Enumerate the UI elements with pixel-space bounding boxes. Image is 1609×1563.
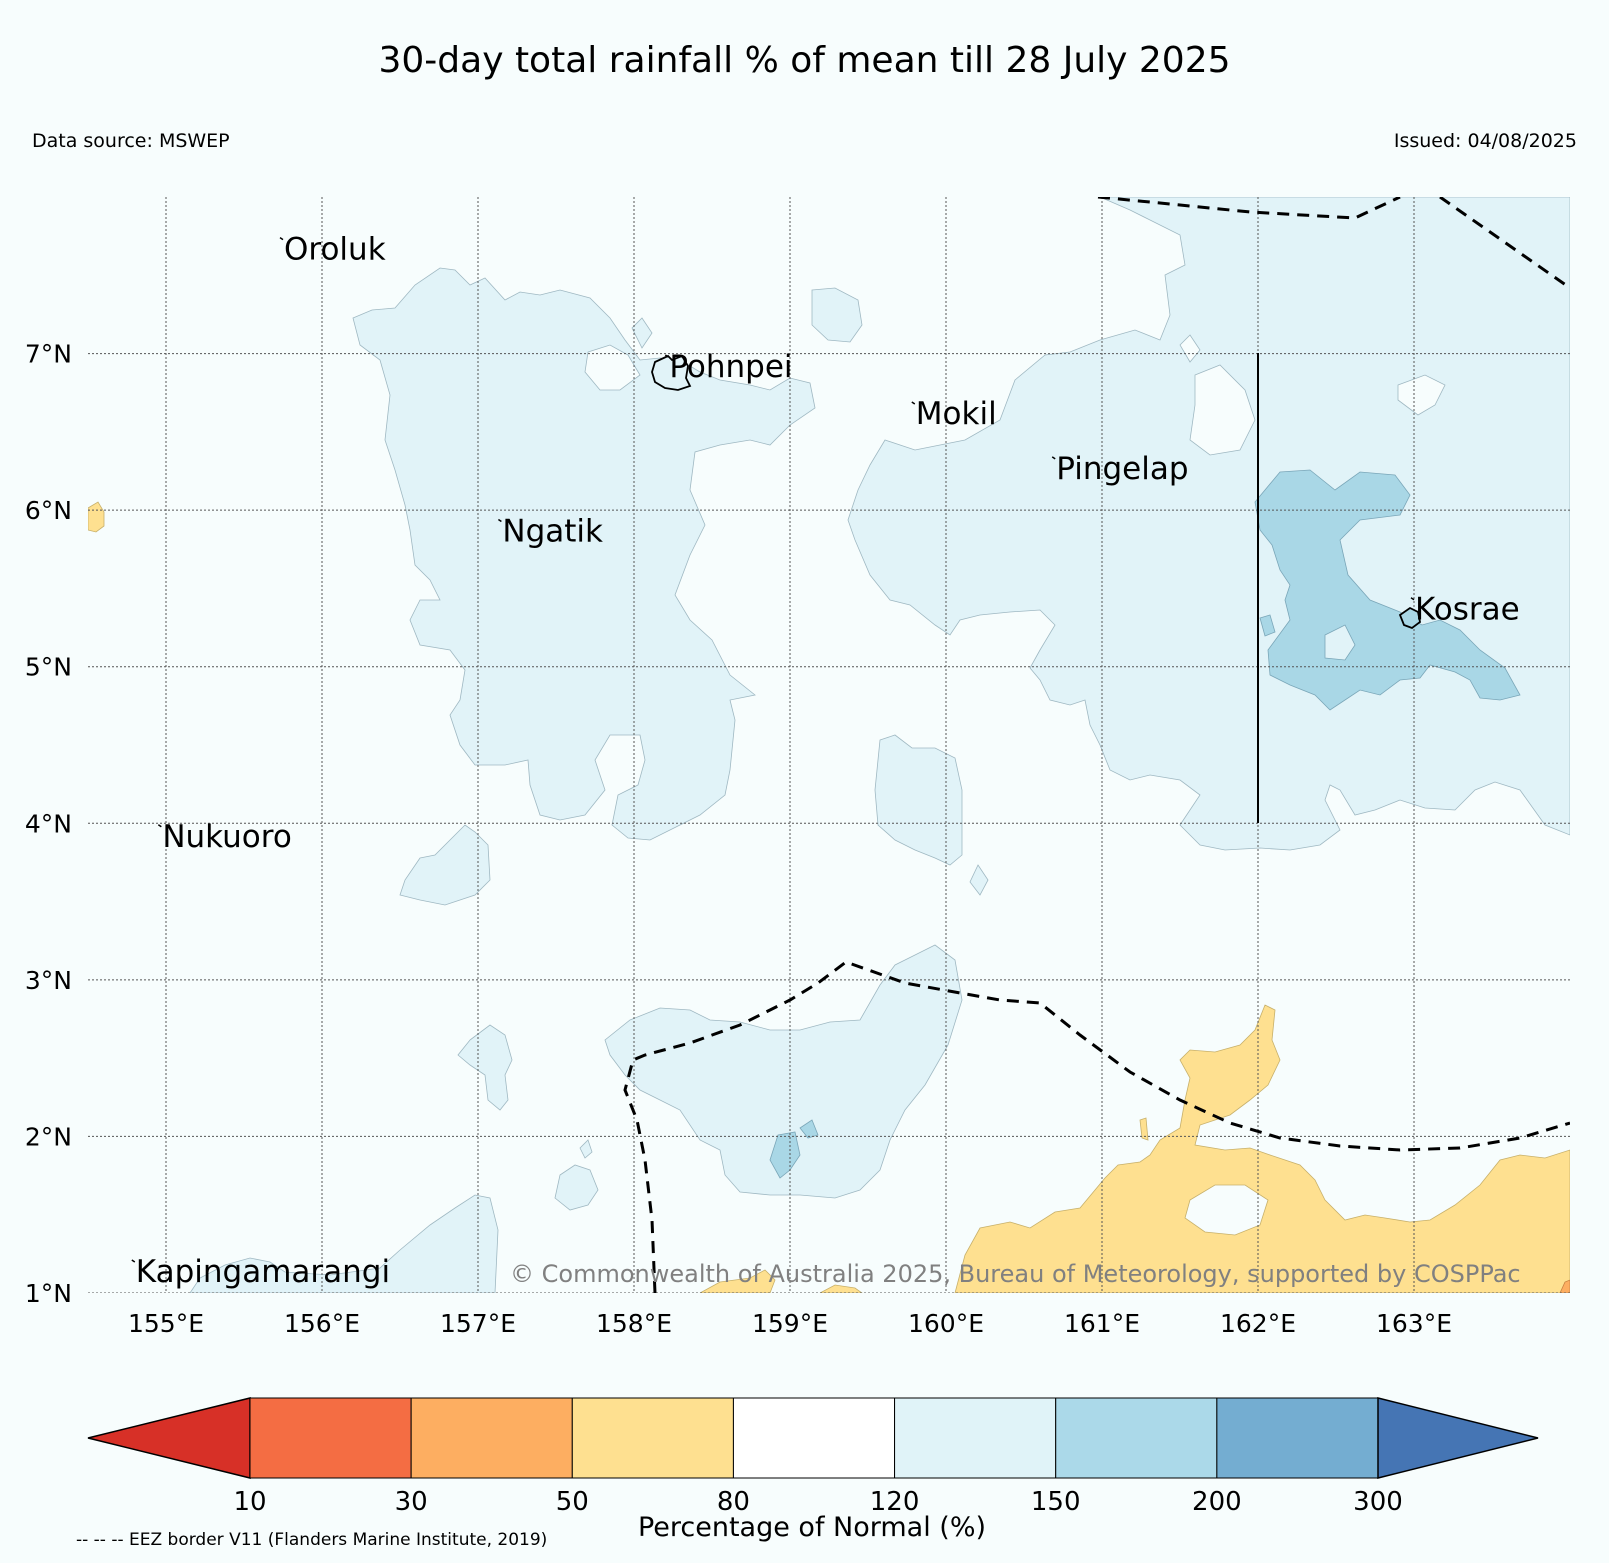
longitude-tick-label: 156°E (284, 1309, 360, 1338)
place-label: Mokil (916, 396, 997, 432)
longitude-tick-label: 157°E (440, 1309, 516, 1338)
place-label: Kapingamarangi (136, 1254, 390, 1290)
longitude-tick-label: 162°E (1220, 1309, 1296, 1338)
colorbar-tick-label: 120 (870, 1487, 920, 1517)
place-label: Pohnpei (669, 349, 792, 385)
eez-borders (623, 197, 1570, 1293)
colorbar-segment (1216, 1397, 1379, 1479)
place-marker (497, 518, 502, 523)
place-label: Kosrae (1415, 592, 1520, 628)
place-marker (131, 1259, 136, 1263)
latitude-tick-label: 4°N (25, 809, 72, 838)
colorbar-tick-label: 150 (1031, 1487, 1081, 1517)
place-label: Ngatik (502, 513, 603, 549)
colorbar-tick-label: 10 (233, 1487, 266, 1517)
contour-120-150-central (874, 734, 963, 866)
longitude-tick-label: 163°E (1376, 1309, 1452, 1338)
colorbar-segment (894, 1397, 1057, 1479)
place-marker (1051, 456, 1056, 460)
colorbar-extend-low (87, 1397, 251, 1479)
kosrae-island (1398, 606, 1421, 630)
place-marker (157, 824, 162, 828)
latitude-tick-label: 6°N (25, 496, 72, 525)
colorbar-tick-label: 30 (395, 1487, 428, 1517)
longitude-labels: 155°E 156°E 157°E 158°E 159°E 160°E 161°E 162°E… (128, 1309, 1452, 1338)
longitude-tick-label: 155°E (128, 1309, 204, 1338)
colorbar-extend-high (1377, 1397, 1539, 1479)
contour-120-150-blob (811, 287, 863, 343)
place-label: Pingelap (1056, 451, 1188, 487)
colorbar-segment (410, 1397, 573, 1479)
place-label: Oroluk (284, 232, 386, 268)
longitude-tick-label: 158°E (596, 1309, 672, 1338)
colorbar: 10 30 50 80 120 150 200 300 (87, 1397, 1539, 1517)
place-marker (279, 237, 284, 241)
contour-50-80-south-east (954, 1004, 1570, 1293)
place-markers (131, 237, 1415, 1263)
copyright-notice: © Commonwealth of Australia 2025, Bureau… (510, 1260, 1521, 1288)
longitude-tick-label: 159°E (752, 1309, 828, 1338)
place-marker (1410, 597, 1415, 601)
colorbar-segment (249, 1397, 412, 1479)
colorbar-segment (571, 1397, 734, 1479)
place-label: Nukuoro (162, 819, 291, 855)
colorbar-tick-label: 50 (556, 1487, 589, 1517)
contour-150-200-kosrae (1254, 469, 1521, 711)
colorbar-segment (732, 1397, 896, 1479)
latitude-labels: 1°N 2°N 3°N 4°N 5°N 6°N 7°N (25, 340, 72, 1308)
contour-120-150-west (352, 267, 816, 841)
map-title: 30-day total rainfall % of mean till 28 … (378, 40, 1231, 81)
colorbar-segment (1055, 1397, 1218, 1479)
place-marker (664, 354, 669, 358)
colorbar-title: Percentage of Normal (%) (638, 1512, 986, 1543)
colorbar-tick-label: 200 (1192, 1487, 1242, 1517)
pohnpei-island (651, 354, 692, 391)
eez-legend-note: -- -- -- EEZ border V11 (Flanders Marine… (76, 1530, 547, 1550)
latitude-tick-label: 3°N (25, 966, 72, 995)
latitude-tick-label: 2°N (25, 1122, 72, 1151)
data-source-label: Data source: MSWEP (32, 130, 230, 152)
colorbar-tick-label: 300 (1353, 1487, 1403, 1517)
place-marker (911, 401, 916, 405)
latitude-tick-label: 7°N (25, 340, 72, 369)
latitude-tick-label: 5°N (25, 653, 72, 682)
place-labels: Oroluk Pohnpei Mokil Pingelap Ngatik Kosrae Nu… (136, 232, 1520, 1290)
issued-date-label: Issued: 04/08/2025 (1393, 130, 1577, 152)
latitude-tick-label: 1°N (25, 1279, 72, 1308)
longitude-tick-label: 161°E (1064, 1309, 1140, 1338)
colorbar-tick-label: 80 (717, 1487, 750, 1517)
graticule (88, 197, 1570, 1293)
longitude-tick-label: 160°E (908, 1309, 984, 1338)
rainfall-contours (88, 197, 1570, 1293)
